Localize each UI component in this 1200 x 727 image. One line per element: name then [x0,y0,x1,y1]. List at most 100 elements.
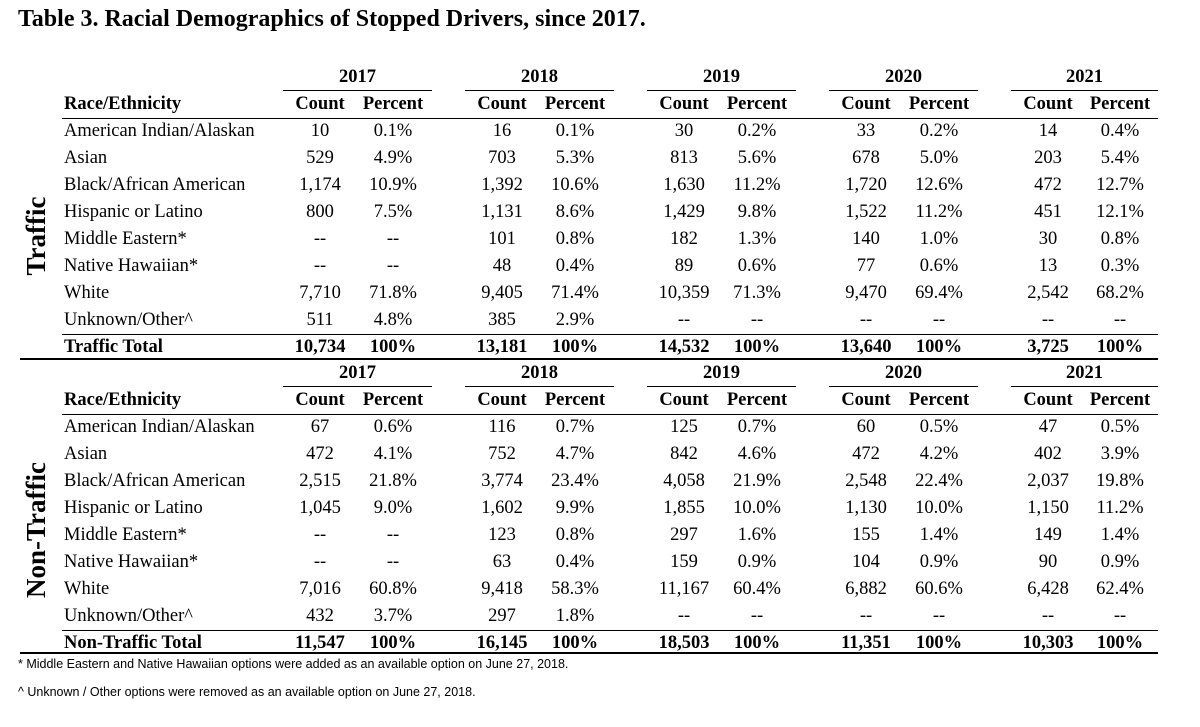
column-header-count: Count [1023,390,1073,410]
percent-cell: -- [1113,310,1127,330]
percent-cell: 21.8% [369,471,417,491]
percent-cell: 4.8% [373,310,413,330]
total-percent-cell: 100% [369,337,417,357]
count-cell: 77 [856,256,876,276]
year-underline [465,90,614,91]
percent-cell: 4.9% [373,148,413,168]
table-row: Asian 472 4.1% 752 4.7% 842 4.6% 472 4.2% 402 3.9% [0,441,1200,468]
year-header-2018: 2018 [521,363,558,383]
count-cell: 159 [670,552,698,572]
year-header-2021: 2021 [1066,67,1103,87]
column-header-count: Count [477,94,527,114]
percent-cell: 9.0% [373,498,413,518]
year-header-2019: 2019 [703,67,740,87]
race-label: American Indian/Alaskan [64,417,255,437]
race-label: Asian [64,444,108,464]
total-count-cell: 18,503 [658,633,710,653]
column-header-count: Count [841,94,891,114]
percent-cell: -- [386,552,400,572]
column-header-percent: Percent [908,390,970,410]
count-cell: 33 [856,121,876,141]
race-label: Middle Eastern* [64,525,187,545]
percent-cell: 12.6% [915,175,963,195]
count-cell: 60 [856,417,876,437]
percent-cell: 2.9% [555,310,595,330]
percent-cell: 5.4% [1100,148,1140,168]
percent-cell: 10.0% [733,498,781,518]
count-cell: 1,174 [299,175,341,195]
count-cell: 1,131 [481,202,523,222]
traffic-section-label: Traffic [21,196,51,276]
percent-cell: 0.2% [919,121,959,141]
year-header-2019: 2019 [703,363,740,383]
percent-cell: 12.7% [1096,175,1144,195]
percent-cell: 1.8% [555,606,595,626]
count-cell: 2,515 [299,471,341,491]
year-underline [829,90,978,91]
count-cell: 1,150 [1027,498,1069,518]
percent-cell: 11.2% [733,175,781,195]
total-count-cell: 10,303 [1022,633,1074,653]
percent-cell: 0.4% [1100,121,1140,141]
percent-cell: -- [386,256,400,276]
count-cell: 402 [1034,444,1062,464]
count-cell: 123 [488,525,516,545]
total-count-cell: 13,640 [840,337,892,357]
year-header-2017: 2017 [339,363,376,383]
percent-cell: 60.8% [369,579,417,599]
race-label: White [64,283,110,303]
year-underline [647,386,796,387]
column-header-percent: Percent [362,94,424,114]
percent-cell: 0.1% [555,121,595,141]
count-cell: 116 [488,417,516,437]
race-label: White [64,579,110,599]
percent-cell: -- [1113,606,1127,626]
percent-cell: 71.8% [369,283,417,303]
table-title: Table 3. Racial Demographics of Stopped … [18,6,646,32]
count-cell: 1,429 [663,202,705,222]
count-cell: 511 [306,310,334,330]
table-row: Black/African American 2,515 21.8% 3,774 23.… [0,468,1200,495]
year-header-2020: 2020 [885,67,922,87]
percent-cell: 0.6% [373,417,413,437]
percent-cell: -- [386,229,400,249]
percent-cell: 5.0% [919,148,959,168]
total-count-cell: 11,547 [295,633,345,653]
count-cell: 472 [852,444,880,464]
count-cell: 385 [488,310,516,330]
percent-cell: 1.3% [737,229,777,249]
count-cell: 1,130 [845,498,887,518]
footnote-middle-eastern: * Middle Eastern and Native Hawaiian opt… [18,657,569,671]
percent-cell: 60.4% [733,579,781,599]
percent-cell: -- [386,525,400,545]
percent-cell: 0.7% [555,417,595,437]
count-cell: 472 [306,444,334,464]
percent-cell: 71.3% [733,283,781,303]
total-percent-cell: 100% [915,337,963,357]
table-row: Native Hawaiian* -- -- 48 0.4% 89 0.6% 77 0.6% 13… [0,253,1200,280]
non-traffic-total-row: Non-Traffic Total 11,547 100% 16,145 100% 18,… [0,630,1200,657]
count-cell: -- [313,256,327,276]
table-row: Middle Eastern* -- -- 123 0.8% 297 1.6% 155 1.4%… [0,522,1200,549]
column-header-count: Count [659,94,709,114]
count-cell: 90 [1038,552,1058,572]
percent-cell: 12.1% [1096,202,1144,222]
percent-cell: 0.7% [737,417,777,437]
percent-cell: 4.7% [555,444,595,464]
count-cell: 1,602 [481,498,523,518]
count-cell: 155 [852,525,880,545]
count-cell: 1,855 [663,498,705,518]
percent-cell: 0.6% [737,256,777,276]
table-bottom-rule [20,652,1158,654]
column-header-count: Count [295,390,345,410]
count-cell: -- [859,310,873,330]
traffic-header-rule [62,118,1158,119]
count-cell: 125 [670,417,698,437]
percent-cell: 22.4% [915,471,963,491]
count-cell: 182 [670,229,698,249]
count-cell: 4,058 [663,471,705,491]
percent-cell: 1.4% [919,525,959,545]
year-underline [647,90,796,91]
percent-cell: 0.8% [555,229,595,249]
percent-cell: 11.2% [1096,498,1144,518]
